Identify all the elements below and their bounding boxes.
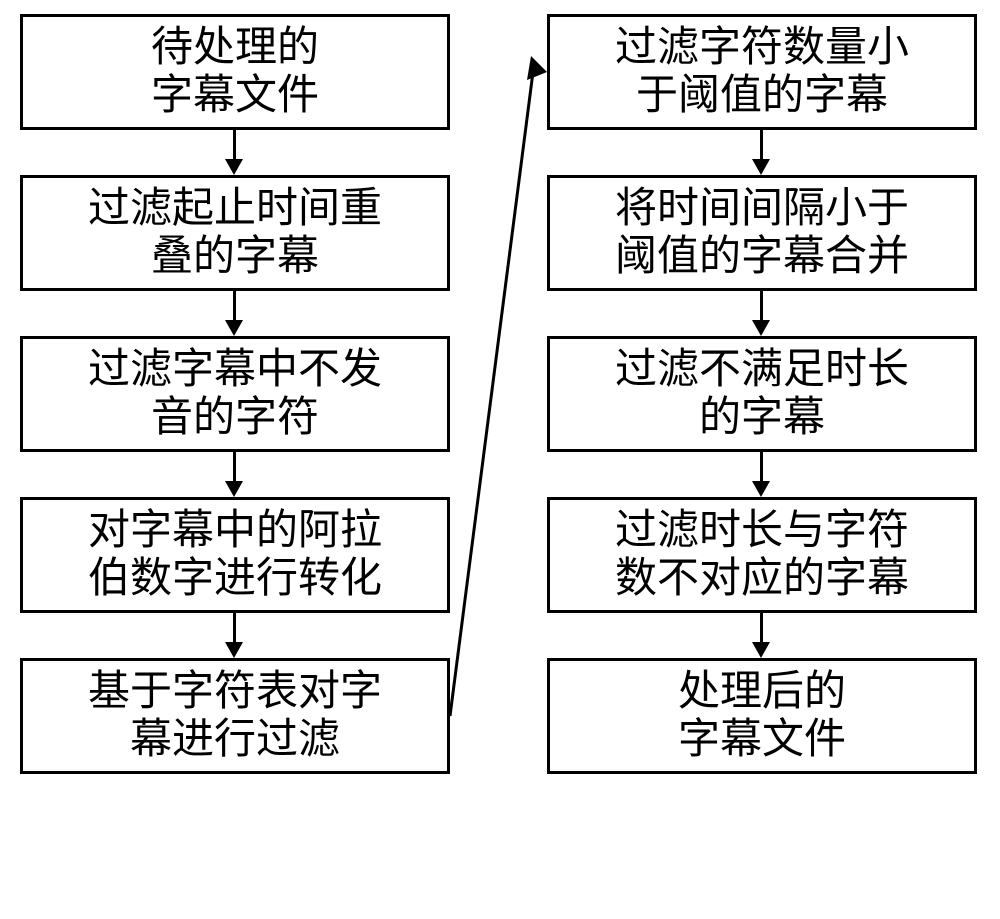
node-label: 将时间间隔小于 阈值的字幕合并	[615, 185, 909, 282]
node-label: 待处理的 字幕文件	[151, 24, 319, 121]
node-convert-arabic-digits: 对字幕中的阿拉 伯数字进行转化	[20, 497, 450, 613]
node-label: 过滤时长与字符 数不对应的字幕	[615, 507, 909, 604]
arrow-line	[760, 452, 763, 481]
arrow-line	[233, 613, 236, 642]
node-label: 过滤起止时间重 叠的字幕	[88, 185, 382, 282]
diagonal-arrow	[0, 0, 1000, 919]
arrow-head-down-icon	[752, 481, 770, 497]
arrow-head-down-icon	[752, 642, 770, 658]
node-filter-char-count: 过滤字符数量小 于阈值的字幕	[547, 14, 977, 130]
arrow-head-down-icon	[752, 320, 770, 336]
node-filter-duration: 过滤不满足时长 的字幕	[547, 336, 977, 452]
node-label: 处理后的 字幕文件	[678, 668, 846, 765]
node-filter-duration-char-mismatch: 过滤时长与字符 数不对应的字幕	[547, 497, 977, 613]
arrow-line	[760, 130, 763, 159]
arrow-line	[233, 130, 236, 159]
arrow-line	[760, 613, 763, 642]
arrow-head-down-icon	[225, 481, 243, 497]
node-filter-by-char-table: 基于字符表对字 幕进行过滤	[20, 658, 450, 774]
node-output-subtitle-file: 处理后的 字幕文件	[547, 658, 977, 774]
node-label: 对字幕中的阿拉 伯数字进行转化	[88, 507, 382, 604]
arrow-head-down-icon	[225, 320, 243, 336]
node-filter-overlap-time: 过滤起止时间重 叠的字幕	[20, 175, 450, 291]
node-label: 过滤不满足时长 的字幕	[615, 346, 909, 443]
node-merge-short-interval: 将时间间隔小于 阈值的字幕合并	[547, 175, 977, 291]
node-label: 过滤字符数量小 于阈值的字幕	[615, 24, 909, 121]
arrow-line	[760, 291, 763, 320]
flowchart-container: 待处理的 字幕文件 过滤起止时间重 叠的字幕 过滤字幕中不发 音的字符 对字幕中…	[0, 0, 1000, 919]
arrow-line	[233, 291, 236, 320]
node-input-subtitle-file: 待处理的 字幕文件	[20, 14, 450, 130]
node-label: 基于字符表对字 幕进行过滤	[88, 668, 382, 765]
node-filter-silent-chars: 过滤字幕中不发 音的字符	[20, 336, 450, 452]
arrow-line	[233, 452, 236, 481]
node-label: 过滤字幕中不发 音的字符	[88, 346, 382, 443]
arrow-head-down-icon	[225, 642, 243, 658]
arrow-head-down-icon	[752, 159, 770, 175]
arrow-head-down-icon	[225, 159, 243, 175]
